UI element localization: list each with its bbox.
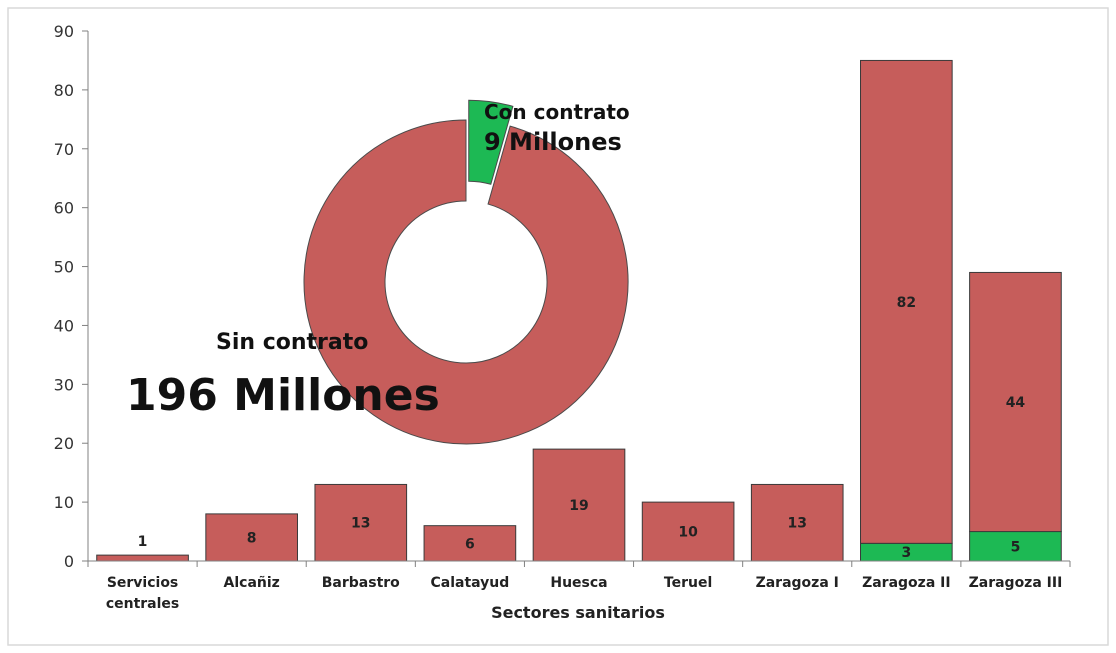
y-tick-label: 70: [54, 140, 74, 159]
bar-data-label: 5: [1011, 539, 1021, 555]
bar-sin: [423, 525, 517, 562]
bar-con: [969, 531, 1062, 562]
x-tick-label: Alcañiz: [224, 575, 280, 591]
donut-label-sin-line1: Sin contrato: [216, 330, 368, 355]
bar-sin: [205, 513, 298, 562]
bar-data-label: 13: [787, 516, 806, 532]
inset-donut-chart: [303, 99, 629, 445]
bar-data-label: 3: [901, 545, 911, 561]
bar-data-label: 19: [569, 498, 588, 514]
donut-label-con-line2: 9 Millones: [484, 128, 622, 156]
x-tick-label: Servicios: [107, 575, 178, 591]
bar-data-label: 6: [465, 536, 475, 552]
y-tick-label: 40: [54, 316, 74, 335]
x-tick-label: Calatayud: [430, 575, 509, 591]
bars: [96, 59, 1062, 562]
donut-slice-sin: [303, 119, 629, 445]
y-tick-label: 10: [54, 493, 74, 512]
x-tick-label: Zaragoza III: [969, 575, 1063, 591]
x-tick-label: Zaragoza II: [862, 575, 950, 591]
bar-sin: [750, 483, 844, 562]
bar-sin: [860, 59, 953, 544]
x-axis-title: Sectores sanitarios: [491, 603, 665, 622]
bar-data-label: 1: [138, 534, 148, 550]
y-tick-label: 90: [54, 22, 74, 41]
donut-label-sin-line2: 196 Millones: [126, 370, 440, 421]
bar-data-label: 44: [1006, 395, 1026, 411]
donut-slice-con: [468, 99, 514, 185]
bar-sin: [314, 483, 408, 562]
bar-sin: [969, 271, 1062, 533]
y-tick-label: 80: [54, 81, 74, 100]
y-tick-label: 50: [54, 258, 74, 277]
x-tick-label: Barbastro: [322, 575, 400, 591]
y-tick-label: 60: [54, 199, 74, 218]
y-tick-label: 30: [54, 375, 74, 394]
bar-data-label: 82: [897, 295, 916, 311]
x-tick-label: Teruel: [664, 575, 712, 591]
bar-data-labels: 1 8 13 6 19 10 13 82 44 3 5: [138, 295, 1026, 561]
y-tick-label: 20: [54, 434, 74, 453]
x-axis: Servicios centrales Alcañiz Barbastro Calata…: [87, 560, 1071, 612]
bar-data-label: 8: [247, 530, 257, 546]
y-axis: 0 10 20 30 40 50 60 70 80 90: [54, 22, 89, 571]
donut-label-con-line1: Con contrato: [484, 100, 630, 124]
bar-data-label: 10: [678, 525, 698, 541]
bar-sin: [532, 448, 626, 562]
x-tick-label: Huesca: [550, 575, 607, 591]
bar-sin: [96, 554, 189, 562]
x-tick-label: Zaragoza I: [756, 575, 839, 591]
y-tick-label: 0: [64, 552, 74, 571]
bar-data-label: 13: [351, 516, 370, 532]
x-tick-label: centrales: [106, 596, 179, 612]
donut-labels: Con contrato 9 Millones Sin contrato 196…: [126, 100, 630, 421]
